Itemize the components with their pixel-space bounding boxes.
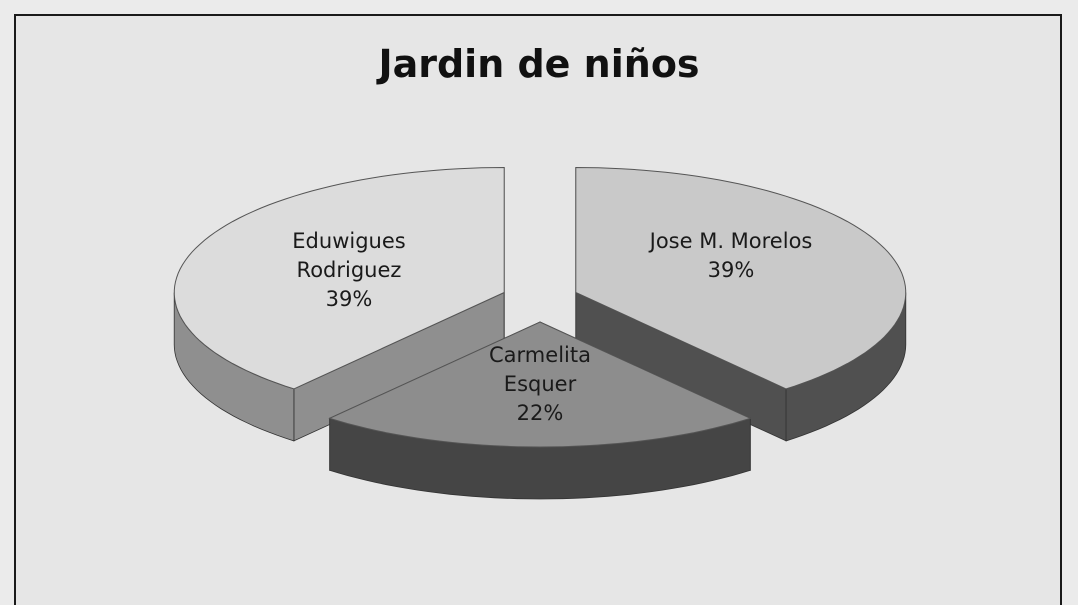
slice-label: Jose M. Morelos 39%: [646, 227, 816, 285]
slice: [575, 166, 907, 390]
slice: [328, 321, 752, 448]
slice-label: Eduwigues Rodriguez 39%: [264, 227, 434, 314]
value-label: 39%: [325, 287, 373, 311]
slice-label: Carmelita Esquer 22%: [455, 341, 625, 428]
value-label: 39%: [707, 258, 755, 282]
category-label: Eduwigues Rodriguez: [292, 229, 406, 282]
category-label: Jose M. Morelos: [649, 229, 813, 253]
category-label: Carmelita Esquer: [489, 343, 591, 396]
chart-title: Jardin de niños: [378, 42, 700, 86]
value-label: 22%: [516, 401, 564, 425]
slice: [173, 166, 505, 390]
